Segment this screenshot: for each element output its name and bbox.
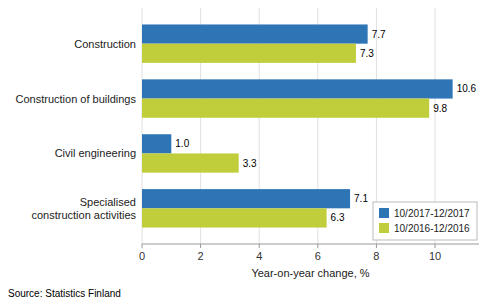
y-tick-label: Construction of buildings	[16, 93, 137, 105]
x-tick	[376, 244, 377, 248]
bar	[142, 79, 453, 98]
data-label: 3.3	[243, 158, 257, 169]
x-tick	[259, 244, 260, 248]
data-labels: 7.1 1.0 10.6 7.7 6.3 3.3 9.8 7.3	[175, 29, 476, 224]
x-tick	[317, 244, 318, 248]
chart-container: 0 2 4 6 8 10 Year-on-year change, % Specialised…	[0, 0, 493, 304]
x-axis-line	[142, 244, 479, 245]
x-tick	[200, 244, 201, 248]
bar	[142, 24, 368, 43]
bar	[142, 153, 239, 172]
bars	[142, 24, 453, 227]
x-tick-label: 8	[373, 250, 379, 262]
legend-box	[373, 202, 477, 240]
bar	[142, 189, 350, 208]
source-note: Source: Statistics Finland	[8, 288, 121, 299]
data-label: 9.8	[433, 103, 447, 114]
y-tick-label-line: Civil engineering	[55, 147, 136, 159]
x-tick-label: 10	[429, 250, 441, 262]
x-tick	[435, 244, 436, 248]
x-axis-label: Year-on-year change, %	[251, 267, 369, 279]
data-label: 7.3	[360, 48, 374, 59]
x-tick-label: 6	[315, 250, 321, 262]
data-label: 10.6	[457, 83, 477, 94]
y-tick-label: Specialisedconstruction activities	[31, 196, 136, 221]
bar	[142, 44, 356, 63]
bar	[142, 99, 429, 118]
legend-swatch	[379, 223, 389, 233]
y-tick-label-line: construction activities	[31, 209, 136, 221]
x-tick-label: 4	[256, 250, 262, 262]
data-label: 7.7	[372, 29, 386, 40]
y-tick-label-line: Construction of buildings	[16, 93, 137, 105]
y-tick-label: Construction	[74, 38, 136, 50]
y-tick-label: Civil engineering	[55, 147, 136, 159]
y-tick-label-line: Construction	[74, 38, 136, 50]
bar	[142, 134, 171, 153]
x-tick-label: 2	[198, 250, 204, 262]
x-tick	[142, 244, 143, 248]
chart: 0 2 4 6 8 10 Year-on-year change, % Specialised…	[0, 0, 493, 304]
data-label: 6.3	[331, 212, 345, 223]
legend-swatch	[379, 208, 389, 218]
bar	[142, 208, 327, 227]
legend-label: 10/2016-12/2016	[394, 223, 470, 234]
legend-label: 10/2017-12/2017	[394, 208, 470, 219]
legend: 10/2017-12/2017 10/2016-12/2016	[373, 202, 477, 240]
data-label: 7.1	[354, 193, 368, 204]
data-label: 1.0	[175, 138, 189, 149]
x-tick-label: 0	[139, 250, 145, 262]
y-tick-label-line: Specialised	[80, 196, 136, 208]
